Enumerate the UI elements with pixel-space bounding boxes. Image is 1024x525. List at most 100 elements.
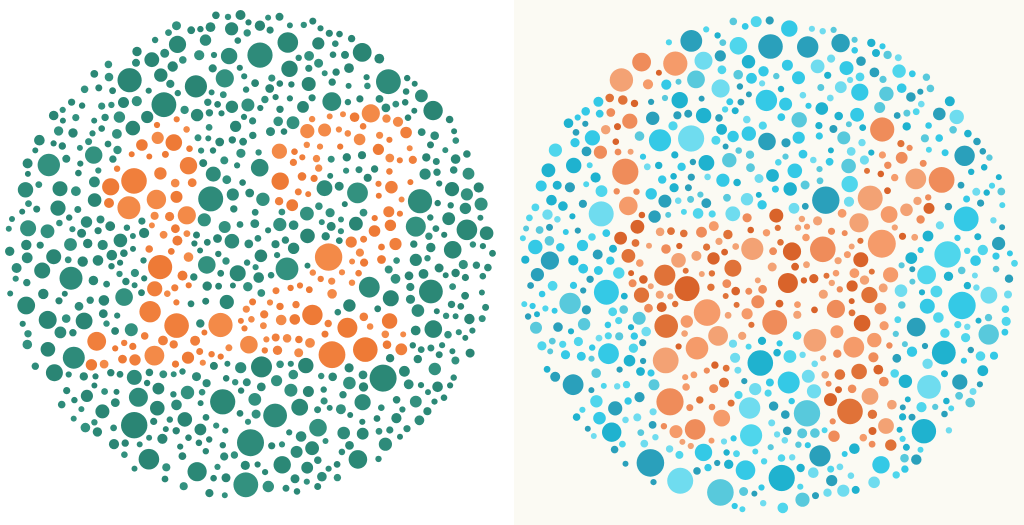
background-dot	[972, 187, 981, 196]
background-dot	[568, 255, 579, 266]
background-dot	[758, 34, 783, 59]
background-dot	[301, 461, 314, 474]
background-dot	[251, 79, 259, 87]
background-dot	[345, 82, 352, 89]
figure-dot	[309, 269, 316, 276]
background-dot	[623, 354, 636, 367]
background-dot	[150, 417, 158, 425]
background-dot	[940, 328, 950, 338]
background-dot	[335, 237, 343, 245]
figure-dot	[326, 113, 333, 120]
figure-dot	[654, 314, 678, 338]
background-dot	[967, 346, 974, 354]
background-dot	[392, 396, 401, 404]
background-dot	[620, 292, 628, 300]
background-dot	[943, 271, 954, 281]
background-dot	[795, 492, 810, 507]
figure-dot	[655, 227, 665, 237]
figure-dot	[925, 194, 932, 201]
background-dot	[241, 73, 248, 80]
background-dot	[559, 292, 581, 315]
background-dot	[574, 114, 581, 121]
background-dot	[104, 140, 112, 148]
background-dot	[334, 181, 344, 191]
background-dot	[419, 279, 443, 304]
background-dot	[411, 80, 418, 87]
background-dot	[992, 236, 1006, 251]
background-dot	[452, 313, 459, 320]
figure-dot	[874, 302, 887, 315]
background-dot	[391, 413, 402, 424]
background-dot	[424, 320, 443, 338]
background-dot	[773, 431, 781, 438]
background-dot	[729, 17, 738, 26]
figure-dot	[698, 271, 705, 277]
background-dot	[868, 476, 880, 489]
figure-dot	[682, 267, 689, 274]
background-dot	[869, 67, 880, 78]
background-dot	[954, 234, 961, 242]
background-dot	[1001, 328, 1009, 336]
figure-dot	[879, 321, 889, 331]
figure-dot	[249, 298, 257, 306]
background-dot	[117, 259, 124, 266]
background-dot	[837, 131, 851, 145]
figure-dot	[829, 418, 836, 425]
background-dot	[872, 49, 880, 57]
background-dot	[101, 388, 108, 395]
background-dot	[268, 74, 276, 82]
figure-dot	[407, 179, 414, 186]
background-dot	[720, 438, 728, 445]
background-dot	[450, 154, 461, 164]
figure-dot	[732, 243, 740, 250]
background-dot	[731, 502, 738, 510]
background-dot	[254, 461, 261, 468]
figure-dot	[85, 359, 98, 371]
background-dot	[782, 426, 792, 436]
figure-dot	[691, 250, 702, 261]
figure-dot	[861, 286, 878, 304]
background-dot	[562, 374, 584, 396]
background-dot	[69, 226, 76, 233]
figure-dot	[722, 293, 729, 299]
background-dot	[235, 10, 246, 20]
background-dot	[382, 290, 399, 307]
background-dot	[242, 86, 250, 93]
background-dot	[177, 412, 193, 427]
background-dot	[34, 134, 45, 146]
background-dot	[103, 320, 110, 327]
background-dot	[386, 426, 394, 434]
background-dot	[76, 144, 83, 151]
background-dot	[851, 83, 869, 101]
background-dot	[775, 159, 782, 166]
background-dot	[566, 157, 582, 174]
background-dot	[849, 443, 860, 455]
background-dot	[541, 163, 556, 178]
background-dot	[205, 166, 221, 182]
background-dot	[634, 131, 645, 141]
background-dot	[975, 317, 982, 324]
background-dot	[521, 255, 530, 264]
figure-dot	[128, 151, 135, 158]
background-dot	[98, 295, 110, 306]
background-dot	[219, 91, 227, 99]
figure-dot	[722, 364, 730, 372]
figure-dot	[614, 123, 621, 131]
background-dot	[540, 251, 560, 270]
figure-dot	[880, 206, 898, 223]
background-dot	[954, 145, 975, 166]
figure-dot	[201, 329, 208, 336]
background-dot	[334, 308, 342, 316]
figure-dot	[832, 269, 840, 277]
background-dot	[730, 352, 741, 363]
figure-dot	[895, 151, 908, 164]
figure-dot	[345, 236, 357, 248]
background-dot	[755, 191, 762, 198]
figure-dot	[164, 313, 189, 338]
background-dot	[902, 443, 910, 451]
figure-dot	[708, 437, 715, 444]
background-dot	[584, 130, 601, 146]
background-dot	[399, 406, 406, 413]
background-dot	[608, 401, 623, 416]
background-dot	[529, 302, 536, 310]
